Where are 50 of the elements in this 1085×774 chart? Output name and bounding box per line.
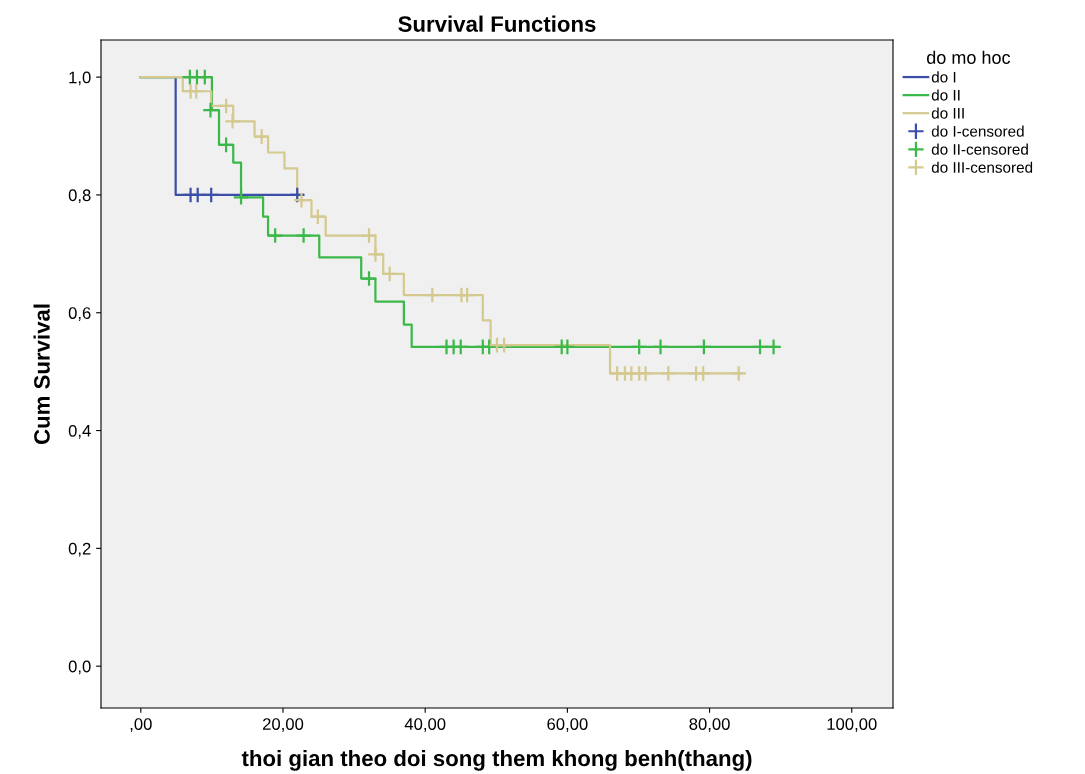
point bbox=[381, 265, 399, 283]
x-tick-label: 40,00 bbox=[404, 718, 446, 732]
point bbox=[360, 270, 378, 287]
point bbox=[360, 227, 378, 244]
point bbox=[295, 227, 313, 244]
y-tick-label: 1,0 bbox=[69, 71, 91, 86]
point bbox=[630, 338, 648, 356]
point bbox=[293, 191, 310, 209]
point bbox=[288, 186, 306, 204]
x-tick-label: 80,00 bbox=[689, 718, 730, 732]
x-tick-label: ,00 bbox=[130, 718, 152, 732]
point bbox=[367, 246, 384, 263]
y-tick-label: 0,0 bbox=[68, 660, 91, 675]
point bbox=[751, 338, 769, 356]
point bbox=[202, 101, 219, 119]
x-tick-label: 100,00 bbox=[827, 718, 877, 732]
point bbox=[309, 208, 327, 226]
point bbox=[558, 338, 576, 356]
y-axis-title: Cum Survival bbox=[33, 304, 50, 445]
legend-label: do III-censored bbox=[931, 161, 1033, 173]
legend-label: do I bbox=[931, 71, 956, 83]
point bbox=[187, 82, 205, 100]
legend-label: do III bbox=[931, 107, 964, 119]
point bbox=[232, 188, 250, 206]
point bbox=[266, 227, 284, 244]
point bbox=[217, 97, 235, 115]
x-tick-label: 20,00 bbox=[262, 718, 304, 732]
y-tick-label: 0,6 bbox=[68, 307, 91, 321]
legend-label: do II bbox=[931, 89, 960, 101]
legend-label: do II-censored bbox=[931, 143, 1028, 155]
y-tick-label: 0,8 bbox=[68, 189, 91, 204]
legend-label: do I-censored bbox=[931, 125, 1024, 137]
point bbox=[253, 128, 271, 145]
point bbox=[652, 338, 669, 356]
point bbox=[423, 286, 441, 304]
point bbox=[202, 186, 220, 204]
point bbox=[452, 338, 470, 356]
point bbox=[695, 338, 713, 356]
point bbox=[189, 186, 207, 204]
legend-title: do mo hoc bbox=[927, 50, 1011, 64]
point bbox=[730, 365, 748, 382]
point bbox=[217, 136, 235, 154]
point bbox=[765, 338, 782, 356]
y-tick-label: 0,2 bbox=[68, 542, 91, 557]
y-tick-label: 0,4 bbox=[68, 424, 91, 439]
x-axis-title: thoi gian theo doi song them khong benh(thang) bbox=[241, 749, 752, 771]
x-tick-label: 60,00 bbox=[547, 718, 588, 732]
point bbox=[659, 365, 677, 382]
chart-title: Survival Functions bbox=[398, 15, 596, 32]
point bbox=[224, 112, 241, 130]
